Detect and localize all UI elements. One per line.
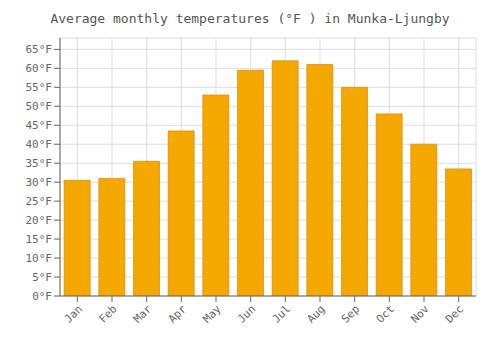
svg-text:60°F: 60°F [26,62,53,75]
svg-text:Nov: Nov [408,302,432,326]
svg-text:Aug: Aug [304,302,327,325]
svg-text:5°F: 5°F [32,271,52,284]
svg-text:Jul: Jul [270,302,293,325]
svg-text:50°F: 50°F [26,100,53,113]
svg-text:Feb: Feb [96,302,119,325]
svg-text:15°F: 15°F [26,233,53,246]
svg-text:10°F: 10°F [26,252,53,265]
svg-text:Mar: Mar [131,302,155,326]
svg-text:Oct: Oct [374,302,397,325]
svg-text:Jan: Jan [62,302,85,325]
svg-text:35°F: 35°F [26,157,53,170]
svg-text:Sep: Sep [339,302,362,325]
svg-text:Apr: Apr [166,302,190,326]
svg-text:20°F: 20°F [26,214,53,227]
svg-text:55°F: 55°F [26,81,53,94]
html-text:Average monthly temperatures (: Average monthly temperatures (°F ) in Mu… [50,11,450,26]
svg-text:30°F: 30°F [26,176,53,189]
svg-text:Jun: Jun [235,302,258,325]
svg-text:65°F: 65°F [26,43,53,56]
svg-text:40°F: 40°F [26,138,53,151]
svg-text:45°F: 45°F [26,119,53,132]
svg-text:25°F: 25°F [26,195,53,208]
svg-text:Dec: Dec [443,302,466,325]
svg-text:May: May [200,302,224,326]
svg-text:0°F: 0°F [32,290,52,303]
